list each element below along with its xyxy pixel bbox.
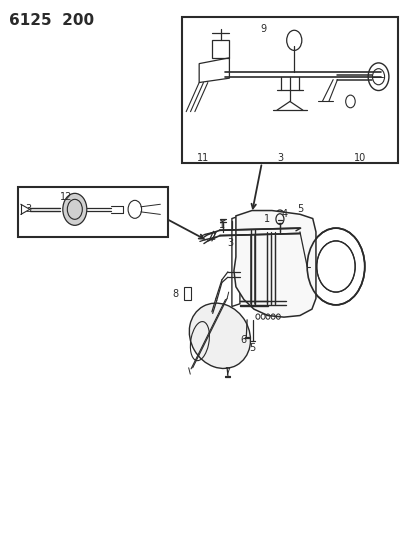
Text: 2: 2: [209, 232, 215, 241]
Text: 7: 7: [224, 367, 230, 377]
Text: 1: 1: [219, 220, 225, 230]
Text: 10: 10: [354, 153, 366, 163]
Text: 1: 1: [264, 214, 270, 223]
Text: 6: 6: [240, 335, 246, 345]
Text: 4: 4: [282, 209, 288, 219]
Circle shape: [63, 193, 87, 225]
Polygon shape: [234, 211, 316, 317]
Text: 3: 3: [227, 238, 233, 248]
Text: 5: 5: [297, 204, 303, 214]
Text: 5: 5: [250, 343, 256, 352]
Text: 3: 3: [26, 204, 32, 214]
Text: 8: 8: [173, 289, 179, 299]
Text: 11: 11: [197, 153, 209, 163]
Text: 6125  200: 6125 200: [9, 13, 94, 28]
Text: 9: 9: [261, 25, 267, 34]
Text: 3: 3: [277, 153, 283, 163]
Ellipse shape: [189, 303, 251, 368]
Text: 12: 12: [60, 192, 72, 202]
